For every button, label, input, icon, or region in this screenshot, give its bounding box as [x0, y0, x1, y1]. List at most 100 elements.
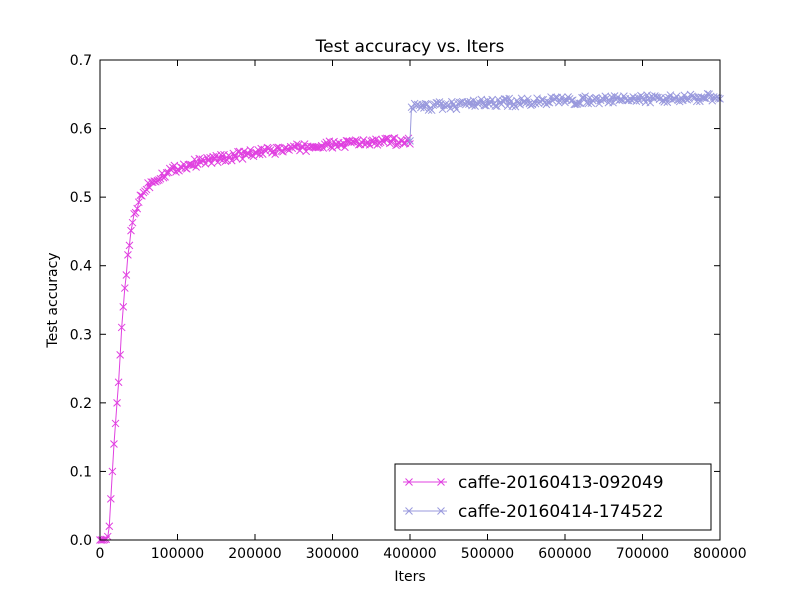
- data-point: [638, 93, 647, 102]
- data-point: [406, 140, 414, 148]
- data-point: [502, 95, 510, 104]
- data-point: [272, 143, 281, 152]
- data-point: [522, 99, 531, 107]
- data-point: [342, 136, 351, 145]
- data-point: [113, 399, 121, 407]
- data-point: [116, 351, 125, 359]
- data-point: [227, 156, 236, 165]
- y-tick-label: 0.3: [70, 327, 92, 343]
- data-point: [544, 98, 552, 107]
- data-point: [488, 95, 497, 104]
- series-line: [100, 137, 411, 541]
- legend: caffe-20160413-092049 caffe-20160414-1745…: [394, 463, 712, 531]
- data-point: [468, 101, 476, 110]
- y-axis-label: Test accuracy: [45, 252, 61, 348]
- data-point: [145, 183, 154, 192]
- data-point: [457, 98, 466, 107]
- x-tick-label: 500000: [461, 546, 514, 562]
- data-point: [551, 93, 560, 102]
- data-point: [672, 92, 681, 101]
- y-tick-label: 0.7: [70, 53, 92, 69]
- data-point: [429, 101, 438, 109]
- legend-item: caffe-20160413-092049: [403, 473, 664, 493]
- data-point: [207, 159, 216, 167]
- data-point: [387, 138, 396, 147]
- data-point: [108, 467, 117, 476]
- legend-label: caffe-20160413-092049: [458, 473, 664, 493]
- y-tick-label: 0.5: [70, 190, 92, 206]
- y-tick-label: 0.1: [70, 464, 92, 480]
- data-point: [714, 94, 723, 103]
- data-point: [117, 323, 126, 332]
- data-point: [114, 378, 123, 387]
- data-point: [480, 101, 489, 110]
- data-point: [119, 303, 128, 311]
- legend-marker: [437, 478, 445, 486]
- data-point: [313, 143, 321, 152]
- data-point: [372, 135, 380, 144]
- data-point: [706, 92, 715, 101]
- plot-area: [96, 89, 724, 544]
- data-point: [217, 150, 225, 159]
- data-point: [570, 100, 579, 109]
- x-tick-label: 0: [96, 546, 105, 562]
- data-point: [438, 105, 447, 114]
- x-axis-label: Iters: [394, 569, 425, 585]
- data-point: [213, 158, 222, 167]
- data-point: [111, 419, 120, 428]
- y-tick-label: 0.4: [70, 259, 92, 275]
- x-tick-label: 800000: [693, 546, 746, 562]
- data-point: [134, 198, 143, 207]
- data-point: [389, 134, 397, 143]
- data-point: [581, 92, 590, 101]
- data-point: [246, 146, 255, 154]
- data-point: [420, 104, 428, 112]
- data-point: [271, 150, 280, 158]
- data-point: [319, 144, 328, 152]
- axes-ticks: 0 100000 200000 300000 400000 500000 600000 700…: [70, 53, 747, 562]
- data-point: [576, 99, 585, 108]
- data-point: [531, 99, 540, 108]
- data-point: [124, 251, 132, 259]
- legend-box: [394, 463, 712, 531]
- chart-title: Test accuracy vs. Iters: [315, 37, 505, 57]
- data-point: [573, 100, 582, 108]
- legend-marker: [405, 478, 413, 486]
- data-point: [406, 137, 414, 145]
- y-tick-label: 0.6: [70, 122, 92, 138]
- series-1: [96, 134, 414, 544]
- data-point: [122, 271, 131, 279]
- data-point: [432, 98, 441, 107]
- data-point: [103, 532, 112, 541]
- data-point: [125, 241, 134, 250]
- data-point: [663, 98, 672, 107]
- data-point: [691, 93, 700, 102]
- data-point: [523, 95, 532, 103]
- data-point: [341, 143, 349, 152]
- data-point: [127, 226, 135, 235]
- data-point: [106, 495, 115, 503]
- data-point: [105, 522, 114, 531]
- x-tick-label: 400000: [383, 546, 436, 562]
- y-tick-label: 0.2: [70, 396, 92, 412]
- data-point: [463, 98, 472, 106]
- data-point: [120, 284, 129, 292]
- data-point: [584, 99, 593, 108]
- data-point: [128, 218, 137, 227]
- data-point: [131, 208, 140, 217]
- legend-label: caffe-20160414-174522: [458, 502, 664, 522]
- data-point: [150, 177, 159, 185]
- x-tick-label: 700000: [616, 546, 669, 562]
- data-point: [661, 94, 670, 103]
- data-point: [452, 105, 461, 114]
- data-point: [491, 102, 500, 110]
- legend-marker: [405, 507, 413, 515]
- data-point: [187, 160, 196, 169]
- x-tick-label: 300000: [306, 546, 359, 562]
- data-point: [702, 94, 710, 103]
- x-tick-label: 100000: [151, 546, 204, 562]
- data-point: [162, 169, 171, 177]
- data-point: [666, 91, 675, 99]
- series-2: [406, 89, 724, 145]
- data-point: [110, 440, 118, 448]
